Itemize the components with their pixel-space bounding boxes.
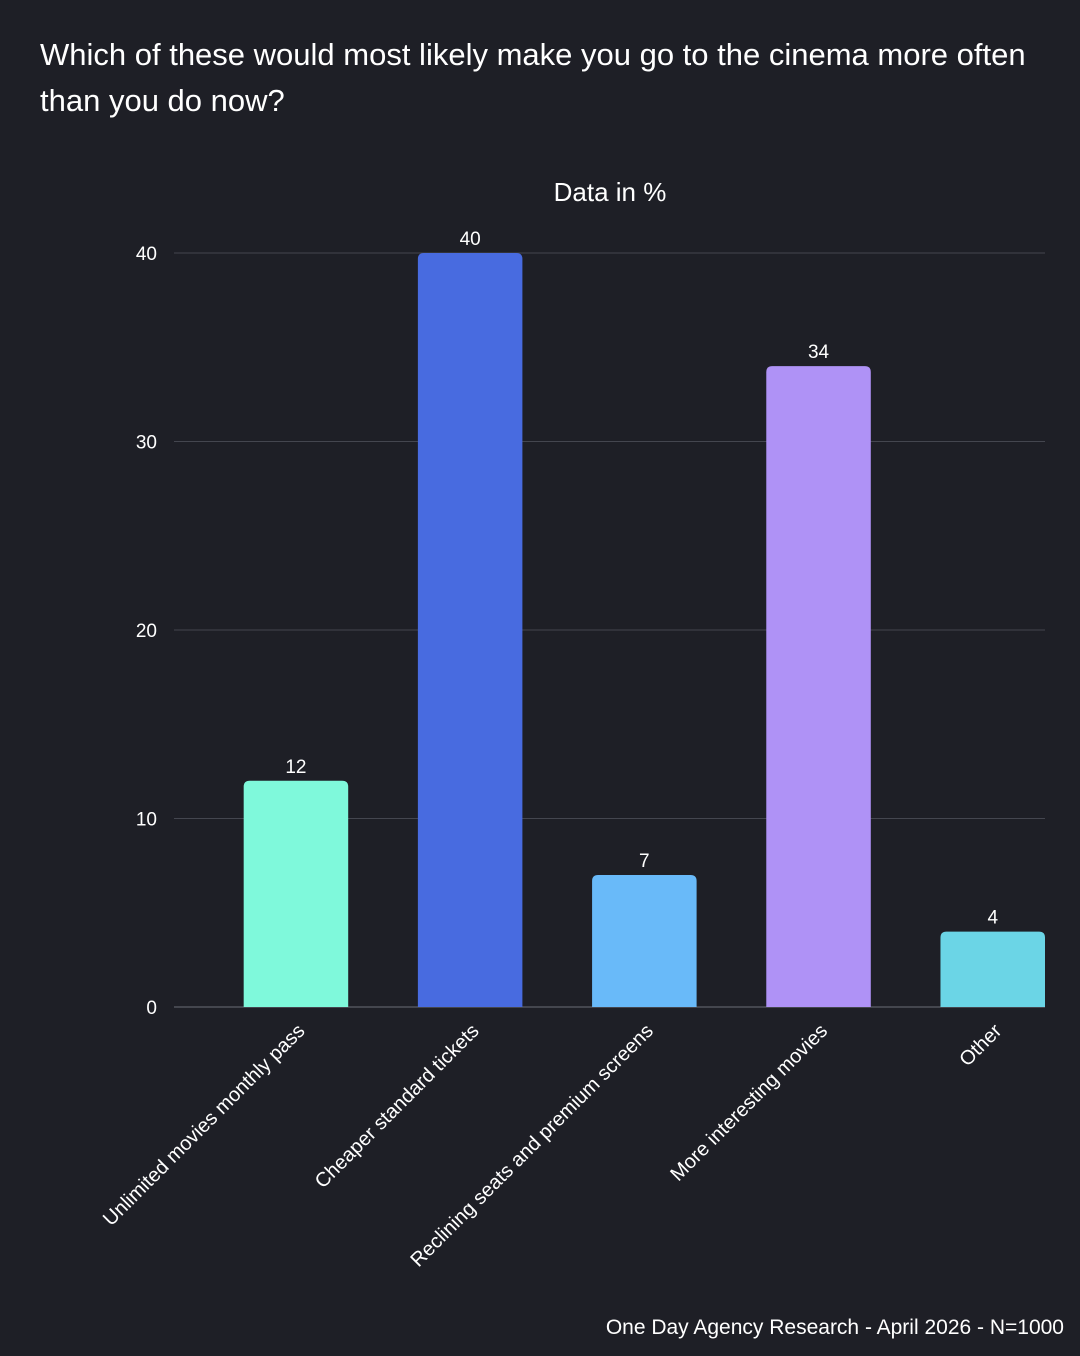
- data-label: 4: [987, 908, 998, 929]
- bar-chart: Data in % 0 10 20 30 40 12 40 7 34 4 Unlimited m…: [99, 177, 1045, 1272]
- x-tick-label: More interesting movies: [666, 1020, 832, 1186]
- y-tick-label: 10: [136, 810, 157, 831]
- y-tick-label: 30: [136, 433, 157, 454]
- x-tick-label: Unlimited movies monthly pass: [99, 1020, 309, 1230]
- page-title: Which of these would most likely make yo…: [40, 37, 1026, 118]
- bar: [592, 875, 697, 1007]
- y-tick-label: 40: [136, 244, 157, 265]
- bar: [417, 253, 523, 1007]
- data-label: 40: [460, 229, 481, 250]
- chart-subtitle: Data in %: [554, 177, 667, 207]
- bar: [766, 366, 871, 1008]
- source-note: One Day Agency Research - April 2026 - N…: [605, 1316, 1064, 1339]
- x-axis-labels: Unlimited movies monthly pass Cheaper sta…: [99, 1020, 1007, 1272]
- data-labels: 12 40 7 34 4: [285, 229, 998, 929]
- y-axis-ticks: 0 10 20 30 40: [136, 244, 157, 1019]
- data-label: 34: [808, 342, 830, 363]
- x-tick-label: Other: [955, 1020, 1006, 1071]
- y-tick-label: 0: [146, 998, 157, 1019]
- data-label: 7: [639, 851, 650, 872]
- x-tick-label: Cheaper standard tickets: [311, 1020, 484, 1193]
- bar: [243, 780, 349, 1007]
- y-tick-label: 20: [136, 621, 157, 642]
- bar: [940, 931, 1045, 1007]
- bars: [243, 253, 1045, 1008]
- data-label: 12: [285, 757, 306, 778]
